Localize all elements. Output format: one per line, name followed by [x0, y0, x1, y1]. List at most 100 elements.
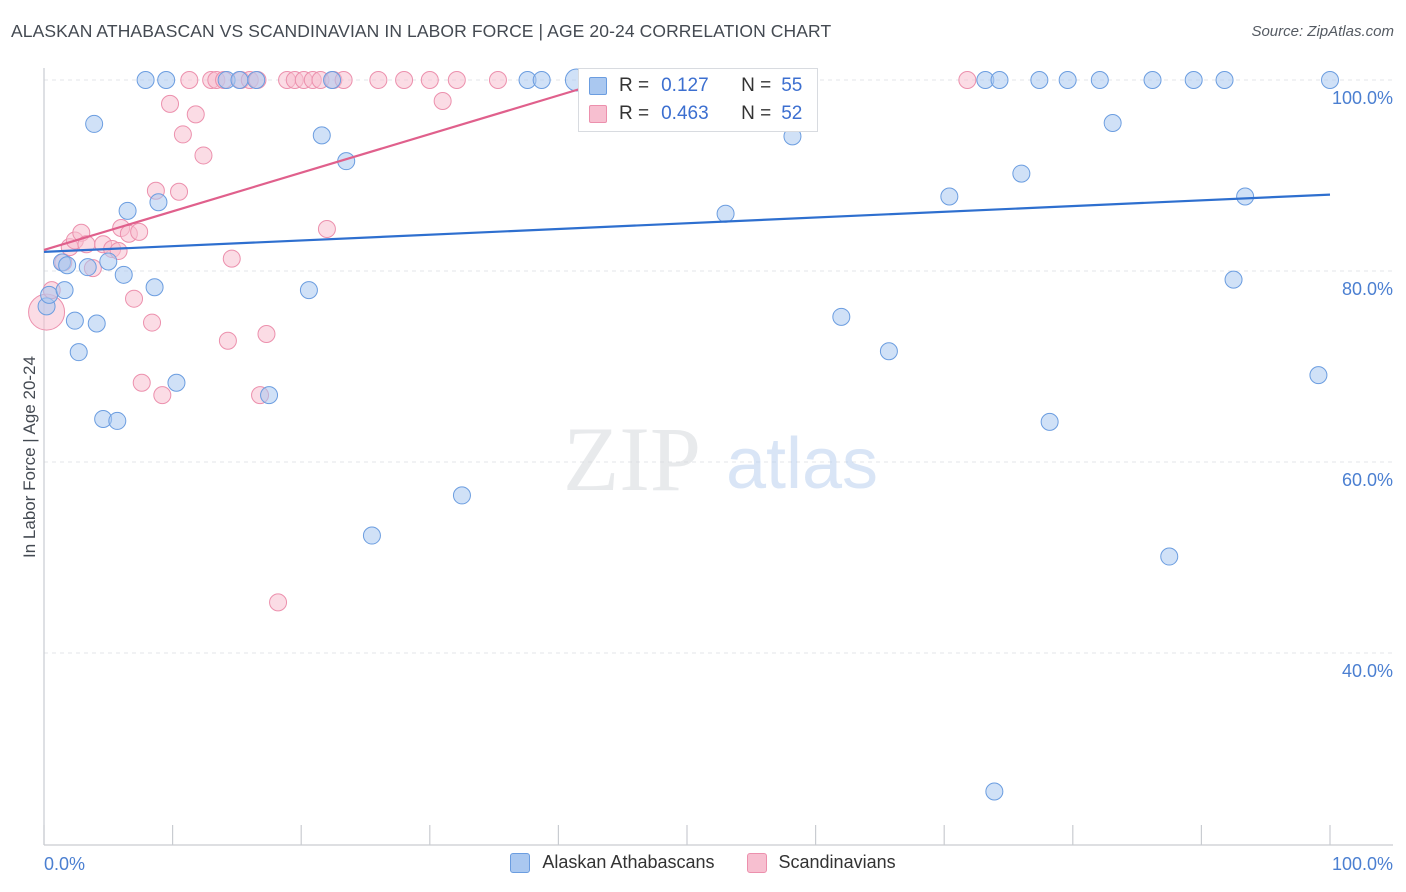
data-point-scandinavians: [170, 182, 189, 201]
legend-label: Alaskan Athabascans: [542, 852, 715, 872]
y-tick-label: 40.0%: [1342, 661, 1393, 681]
data-point-alaskan-athabascans: [1184, 71, 1203, 89]
data-point-alaskan-athabascans: [1040, 412, 1059, 431]
data-point-alaskan-athabascans: [108, 411, 127, 430]
data-point-scandinavians: [369, 71, 388, 89]
watermark-zip: ZIP: [563, 408, 701, 510]
legend-n-value: 55: [781, 75, 803, 96]
data-point-alaskan-athabascans: [85, 114, 104, 133]
data-point-scandinavians: [153, 386, 172, 405]
trend-line-alaskan-athabascans: [43, 193, 1331, 253]
data-point-alaskan-athabascans: [1103, 113, 1122, 132]
data-point-alaskan-athabascans: [55, 281, 74, 300]
legend-r-label: R =: [619, 75, 650, 96]
data-point-scandinavians: [161, 94, 180, 113]
data-point-scandinavians: [218, 331, 237, 350]
legend-r-label: R =: [619, 103, 650, 124]
data-point-alaskan-athabascans: [118, 201, 137, 220]
data-point-alaskan-athabascans: [452, 486, 471, 505]
data-point-alaskan-athabascans: [58, 256, 77, 275]
data-point-alaskan-athabascans: [145, 278, 164, 297]
data-point-scandinavians: [447, 71, 466, 89]
correlation-legend: R = 0.127 N = 55 R = 0.463 N = 52: [578, 68, 818, 132]
data-point-alaskan-athabascans: [832, 307, 851, 326]
data-point-scandinavians: [420, 71, 439, 89]
data-point-alaskan-athabascans: [247, 71, 266, 89]
data-point-alaskan-athabascans: [78, 258, 97, 277]
series-scandinavians-points: [28, 71, 977, 612]
legend-swatch-blue: [510, 852, 531, 873]
trend-lines: [43, 78, 1331, 253]
data-point-alaskan-athabascans: [1012, 164, 1031, 183]
data-point-scandinavians: [125, 289, 144, 308]
y-tick-label: 80.0%: [1342, 279, 1393, 299]
watermark-atlas: atlas: [726, 424, 878, 504]
data-point-alaskan-athabascans: [312, 126, 331, 145]
data-point-alaskan-athabascans: [157, 71, 176, 89]
data-point-alaskan-athabascans: [40, 285, 59, 304]
data-point-scandinavians: [143, 313, 162, 332]
data-point-alaskan-athabascans: [1058, 71, 1077, 89]
data-point-scandinavians: [186, 105, 205, 124]
axes: [43, 68, 1393, 846]
x-tick-label: 0.0%: [44, 854, 85, 874]
legend-r-value: 0.463: [661, 103, 709, 124]
legend-swatch-blue: [589, 77, 607, 95]
gridlines: [44, 79, 1393, 654]
trend-line-scandinavians: [43, 78, 611, 252]
y-tick-label: 60.0%: [1342, 470, 1393, 490]
legend-n-label: N =: [741, 103, 772, 124]
data-point-alaskan-athabascans: [230, 71, 249, 89]
x-tick-label: 100.0%: [1332, 854, 1393, 874]
data-point-scandinavians: [222, 249, 241, 268]
data-point-scandinavians: [130, 222, 149, 241]
y-tick-label: 100.0%: [1332, 88, 1393, 108]
data-point-alaskan-athabascans: [990, 71, 1009, 89]
data-point-alaskan-athabascans: [940, 187, 959, 206]
data-point-scandinavians: [395, 71, 414, 89]
legend-n-value: 52: [781, 103, 803, 124]
data-point-alaskan-athabascans: [323, 71, 342, 89]
legend-item-alaskan-athabascans: Alaskan Athabascans: [510, 852, 715, 873]
data-point-alaskan-athabascans: [299, 281, 318, 300]
data-point-alaskan-athabascans: [716, 204, 735, 223]
data-point-alaskan-athabascans: [136, 71, 155, 89]
data-point-alaskan-athabascans: [985, 782, 1004, 801]
data-point-alaskan-athabascans: [1090, 71, 1109, 89]
data-point-scandinavians: [433, 92, 452, 111]
data-point-alaskan-athabascans: [1224, 270, 1243, 289]
legend-swatch-pink: [746, 852, 767, 873]
data-point-alaskan-athabascans: [65, 311, 84, 330]
source-credit: Source: ZipAtlas.com: [1251, 23, 1394, 40]
data-point-alaskan-athabascans: [149, 193, 168, 212]
data-point-scandinavians: [257, 325, 276, 344]
watermark: ZIP atlas: [563, 408, 878, 510]
data-point-alaskan-athabascans: [879, 342, 898, 361]
data-point-alaskan-athabascans: [114, 265, 133, 284]
legend-r-value: 0.127: [661, 75, 709, 96]
tick-labels: 40.0% 60.0% 80.0% 100.0% 0.0% 100.0%: [44, 88, 1393, 874]
data-point-scandinavians: [194, 146, 213, 165]
chart-title: ALASKAN ATHABASCAN VS SCANDINAVIAN IN LA…: [11, 21, 832, 41]
data-point-alaskan-athabascans: [167, 373, 186, 392]
data-point-alaskan-athabascans: [69, 343, 88, 362]
data-point-scandinavians: [317, 219, 336, 238]
data-point-scandinavians: [488, 71, 507, 89]
data-point-alaskan-athabascans: [1309, 366, 1328, 385]
legend-swatch-pink: [589, 105, 607, 123]
data-point-alaskan-athabascans: [1143, 71, 1162, 89]
legend-row-scandinavian: R = 0.463 N = 52: [589, 102, 802, 126]
data-point-scandinavians: [958, 71, 977, 89]
data-point-alaskan-athabascans: [1321, 71, 1339, 89]
data-point-scandinavians: [173, 125, 192, 144]
data-point-scandinavians: [132, 373, 151, 392]
legend-n-label: N =: [741, 75, 772, 96]
legend-row-alaskan: R = 0.127 N = 55: [589, 74, 802, 98]
data-point-alaskan-athabascans: [260, 386, 279, 405]
data-point-alaskan-athabascans: [99, 252, 118, 271]
legend-item-scandinavians: Scandinavians: [746, 852, 896, 873]
data-point-alaskan-athabascans: [1160, 547, 1179, 566]
data-point-scandinavians: [180, 71, 199, 89]
data-point-alaskan-athabascans: [1215, 71, 1234, 89]
